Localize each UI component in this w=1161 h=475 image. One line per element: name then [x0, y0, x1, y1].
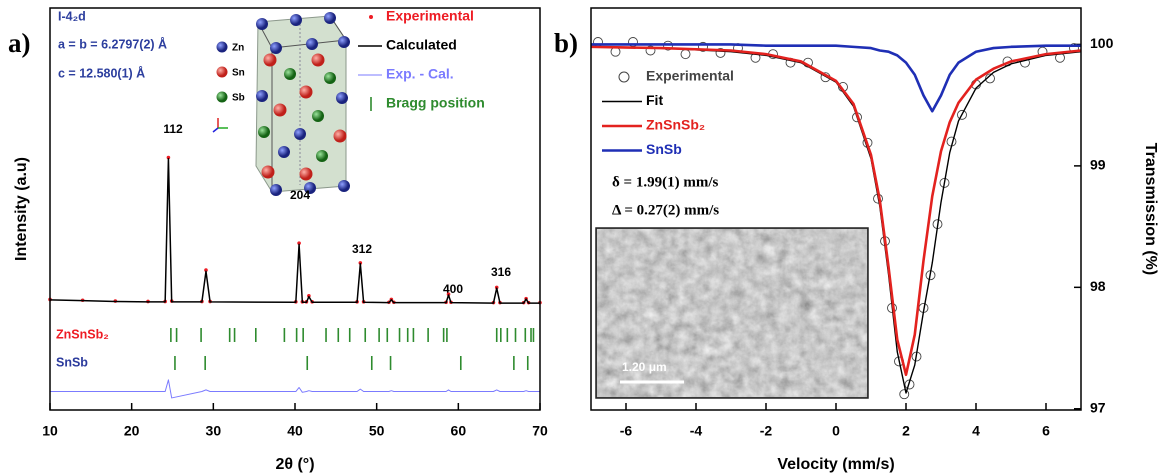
x-tick-label: -6 — [620, 423, 633, 439]
y-tick-label: 98 — [1090, 278, 1106, 294]
structure-legend: Sb — [232, 93, 245, 104]
phase-label: SnSb — [56, 355, 88, 369]
x-axis-label: Velocity (mm/s) — [777, 456, 894, 473]
y-tick-label: 99 — [1090, 157, 1106, 173]
data-point — [166, 155, 171, 160]
cell-info: I-4₂d — [58, 9, 86, 23]
plot-frame — [49, 7, 541, 411]
panel-label: b) — [554, 28, 578, 58]
data-point — [715, 47, 726, 58]
legend-label: Fit — [646, 92, 663, 108]
y-tick-label: 97 — [1090, 399, 1106, 415]
structure-legend: Sn — [232, 68, 245, 79]
x-tick-label: 20 — [124, 423, 140, 439]
crystal-structure — [212, 12, 350, 196]
data-point — [985, 73, 995, 84]
peak-label: 112 — [163, 122, 183, 136]
cell-info: a = b = 6.2797(2) Å — [58, 36, 167, 51]
sem-inset — [595, 227, 869, 399]
x-tick-label: 10 — [42, 423, 58, 439]
y-axis-label: Transmission (%) — [1142, 143, 1159, 275]
annotation: Δ = 0.27(2) mm/s — [612, 202, 719, 218]
y-tick-label: 100 — [1090, 35, 1114, 51]
annotation: δ = 1.99(1) mm/s — [612, 174, 718, 190]
data-point — [494, 285, 499, 290]
cell-info: c = 12.580(1) Å — [58, 65, 145, 80]
y-axis-label: Intensity (a.u) — [13, 157, 30, 261]
x-axis-label: 2θ (°) — [275, 456, 314, 473]
series-line — [50, 379, 540, 399]
legend-label: Exp. - Cal. — [386, 66, 454, 82]
legend-label: Experimental — [646, 68, 734, 84]
x-tick-label: 70 — [532, 423, 548, 439]
x-tick-label: 4 — [972, 423, 980, 439]
data-point — [698, 41, 708, 52]
legend-label: Calculated — [386, 37, 457, 53]
plot-frame — [590, 7, 1082, 411]
panel-label: a) — [8, 28, 31, 58]
legend-label: SnSb — [646, 141, 682, 157]
data-point — [204, 268, 208, 272]
x-tick-label: -2 — [760, 423, 773, 439]
legend-label: Experimental — [386, 8, 474, 24]
peak-label: 312 — [352, 242, 372, 256]
data-point — [899, 389, 910, 400]
x-tick-label: -4 — [690, 423, 703, 439]
series-line — [590, 45, 1082, 377]
peak-label: 316 — [491, 265, 511, 279]
legend-symbol — [618, 71, 630, 83]
x-tick-label: 2 — [902, 423, 910, 439]
phase-label: ZnSnSb₂ — [56, 327, 109, 341]
data-point — [446, 292, 451, 297]
x-tick-label: 0 — [832, 423, 840, 439]
x-tick-label: 30 — [206, 423, 222, 439]
data-point — [957, 109, 967, 120]
peak-label: 204 — [290, 188, 310, 202]
legend-label: Bragg position — [386, 95, 485, 111]
peak-label: 400 — [443, 282, 463, 296]
structure-legend: Zn — [232, 43, 244, 54]
x-tick-label: 6 — [1042, 423, 1050, 439]
data-point — [297, 241, 301, 245]
scale-bar-label: 1.20 μm — [622, 360, 667, 374]
x-tick-label: 50 — [369, 423, 385, 439]
data-point — [358, 261, 363, 265]
data-point — [645, 45, 656, 56]
series-line — [591, 43, 1081, 113]
legend-label: ZnSnSb₂ — [646, 117, 705, 133]
x-tick-label: 40 — [287, 423, 303, 439]
x-tick-label: 60 — [451, 423, 467, 439]
legend-symbol — [369, 15, 373, 19]
series-line — [49, 158, 540, 304]
